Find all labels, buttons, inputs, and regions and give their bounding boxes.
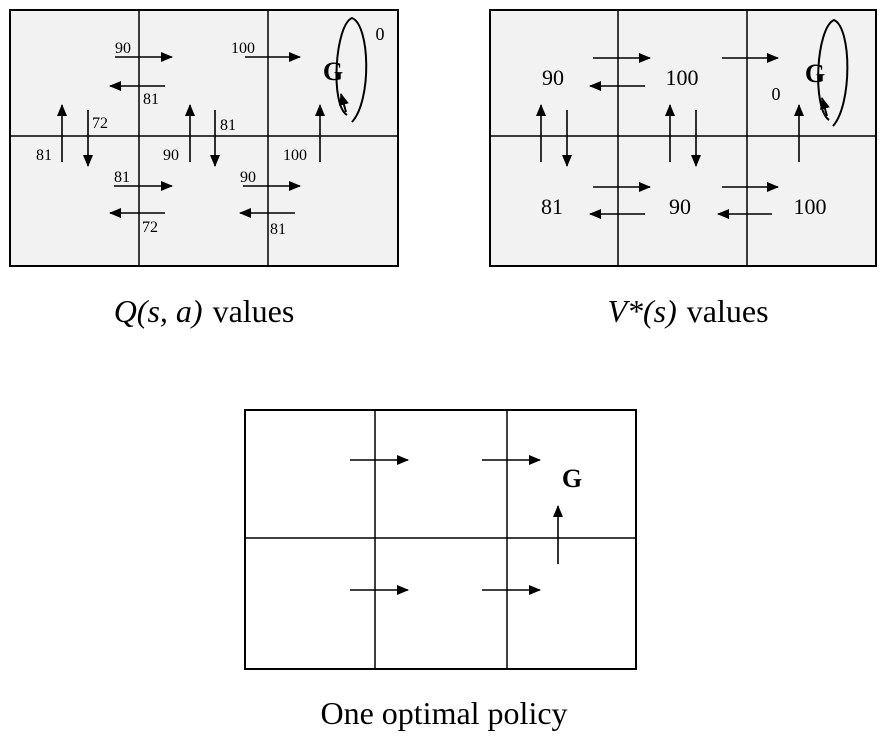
v-goal-loop — [817, 18, 849, 127]
q-value-label: 90 — [240, 169, 256, 186]
q-grid-border — [9, 9, 399, 267]
q-caption-prefix: Q — [114, 293, 137, 329]
q-value-label: 81 — [143, 91, 159, 108]
q-goal-loop-arrow — [339, 93, 349, 113]
q-value-label: 81 — [36, 147, 52, 164]
q-value-label: 90 — [163, 147, 179, 164]
q-value-label: 72 — [92, 115, 108, 132]
v-goal-label: G — [805, 59, 825, 88]
v-goal-loop-arrow — [820, 97, 830, 117]
policy-panel: G One optimal policy — [244, 409, 637, 731]
v-caption-prefix: V* — [607, 293, 643, 329]
q-goal-loop — [335, 16, 368, 123]
policy-grid-border — [244, 409, 637, 670]
q-value-label: 90 — [115, 40, 131, 57]
v-state-value: 100 — [666, 65, 699, 90]
v-state-value: 81 — [541, 194, 563, 219]
q-caption: Q(s, a) values — [114, 293, 295, 329]
v-loop-value: 0 — [772, 84, 781, 104]
q-goal-label: G — [323, 57, 343, 86]
policy-goal-label: G — [562, 464, 582, 493]
q-value-label: 72 — [142, 219, 158, 236]
q-value-label: 81 — [220, 117, 236, 134]
q-value-label: 81 — [114, 169, 130, 186]
v-values-panel: G 0 90 100 81 90 100 V*(s) values — [489, 9, 877, 329]
q-loop-value: 0 — [376, 24, 385, 44]
v-grid-border — [489, 9, 877, 267]
q-caption-word: values — [213, 293, 295, 329]
v-caption-args: (s) — [643, 293, 677, 329]
v-caption: V*(s) values — [607, 293, 768, 329]
policy-caption: One optimal policy — [320, 695, 567, 731]
v-state-value: 90 — [542, 65, 564, 90]
v-caption-word: values — [687, 293, 769, 329]
q-value-label: 81 — [270, 221, 286, 238]
q-value-label: 100 — [283, 147, 307, 164]
q-value-label: 100 — [231, 40, 255, 57]
q-caption-args: (s, a) — [137, 293, 203, 329]
q-values-panel: G 0 90 100 81 72 81 90 81 100 81 72 90 8… — [9, 9, 399, 329]
v-state-value: 100 — [794, 194, 827, 219]
v-state-value: 90 — [669, 194, 691, 219]
